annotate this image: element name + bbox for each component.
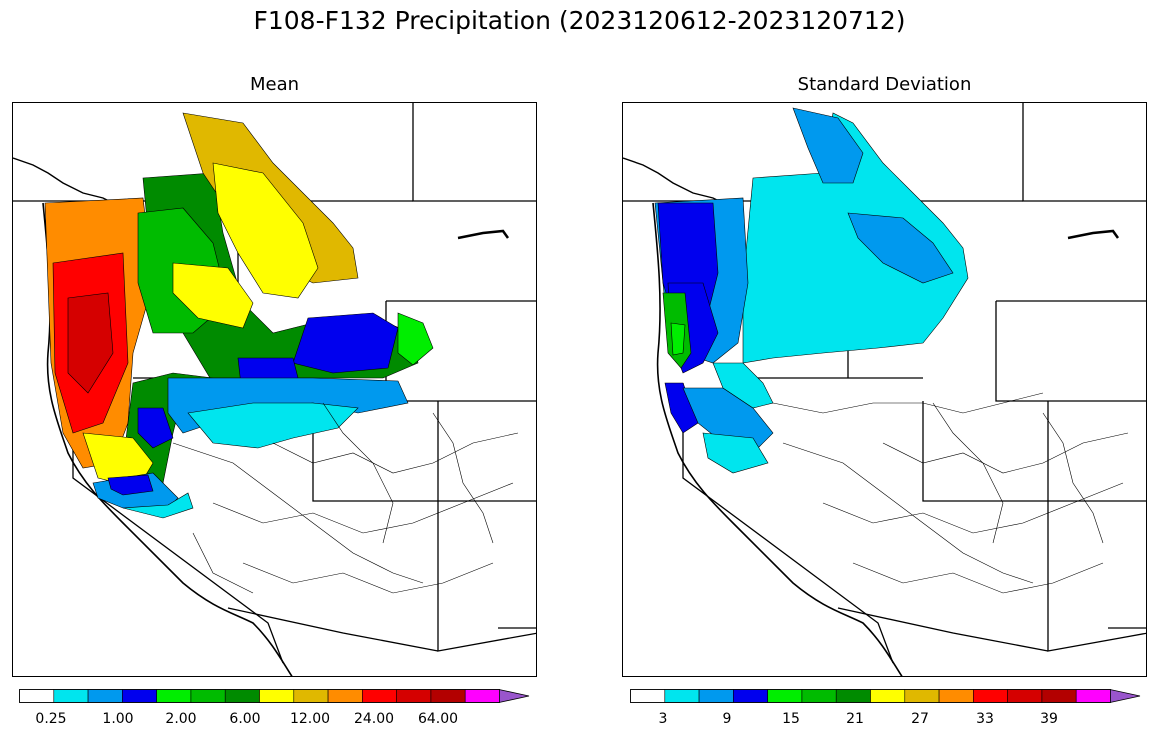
mean-colorbar-segment [293,689,329,703]
stddev-colorbar-segment [767,689,803,703]
stddev-colorbar-tick: 15 [782,711,800,727]
mean-colorbar-tick: 6.00 [229,711,261,727]
stddev-map [622,102,1147,677]
stddev-colorbar-segment [733,689,768,703]
mean-colorbar-segment [464,689,500,703]
stddev-colorbar-segment [1041,689,1077,703]
mean-panel-title: Mean [249,74,300,95]
figure-title: F108-F132 Precipitation (2023120612-2023… [253,6,906,35]
mean-colorbar-segment [327,689,363,703]
stddev-colorbar-segment [938,689,974,703]
mean-colorbar-segment [190,689,226,703]
mean-map [12,102,537,677]
mean-colorbar-segment [430,689,466,703]
mean-colorbar-tick: 24.00 [353,711,395,727]
stddev-colorbar [630,689,1141,703]
stddev-colorbar-tick: 21 [846,711,864,727]
mean-colorbar-segment [396,689,432,703]
stddev-colorbar-segment [630,689,666,703]
stddev-colorbar-segment [1075,689,1111,703]
mean-colorbar-segment [19,689,55,703]
stddev-colorbar-tick: 33 [976,711,994,727]
mean-colorbar-segment [87,689,123,703]
mean-colorbar-segment [122,689,157,703]
mean-colorbar-segment [156,689,192,703]
mean-colorbar-tick: 0.25 [35,711,67,727]
stddev-colorbar-segment [801,689,837,703]
mean-colorbar-tick: 12.00 [289,711,331,727]
stddev-colorbar-segment [698,689,734,703]
stddev-colorbar-tick: 27 [911,711,929,727]
stddev-panel-title: Standard Deviation [797,74,972,95]
mean-colorbar-tick: 2.00 [165,711,197,727]
mean-colorbar-segment [259,689,295,703]
mean-colorbar-segment [362,689,397,703]
mean-colorbar-segment [53,689,89,703]
mean-colorbar [19,689,530,703]
stddev-colorbar-tick: 3 [658,711,668,727]
mean-colorbar-tick: 64.00 [417,711,459,727]
stddev-colorbar-tick: 39 [1040,711,1058,727]
mean-colorbar-tick: 1.00 [102,711,134,727]
stddev-colorbar-segment [904,689,940,703]
stddev-colorbar-segment [835,689,871,703]
stddev-colorbar-segment [870,689,906,703]
stddev-colorbar-segment [1007,689,1043,703]
mean-colorbar-segment [224,689,260,703]
stddev-colorbar-segment [664,689,700,703]
stddev-colorbar-tick: 9 [722,711,732,727]
stddev-colorbar-segment [973,689,1008,703]
